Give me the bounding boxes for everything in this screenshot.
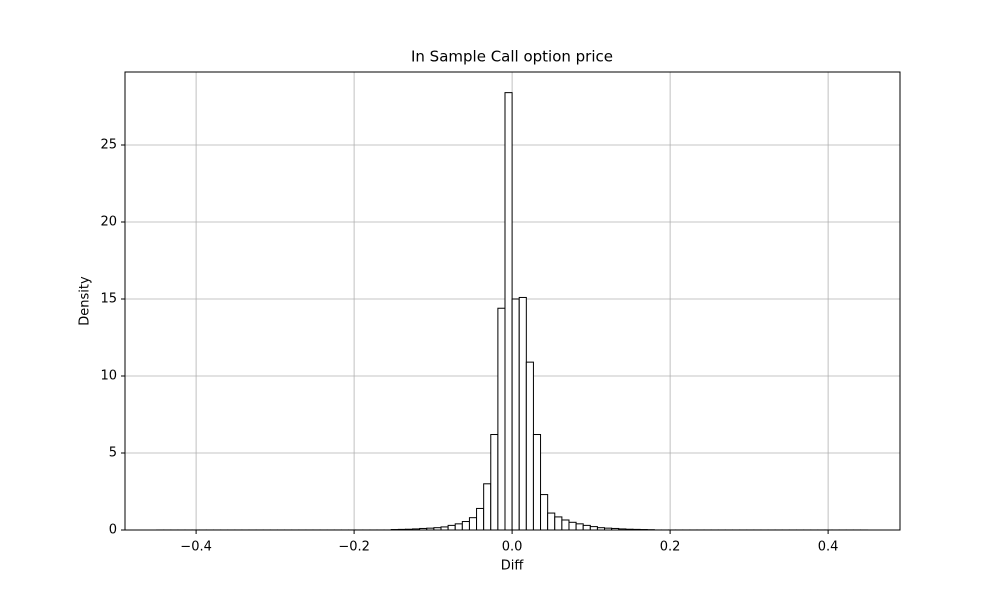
histogram-bar [476,507,485,531]
histogram-bar [454,523,463,531]
y-tick-label: 10 [100,368,117,383]
histogram-bar [582,524,591,531]
y-tick-label: 0 [109,523,117,538]
histogram-bar [490,434,499,531]
histogram-bar [518,296,527,531]
histogram-bar [447,524,456,531]
histogram-bar [589,526,598,531]
histogram-bar [483,483,492,531]
histogram-bar [547,512,556,531]
y-tick-label: 15 [100,291,117,306]
plot-frame [124,71,901,531]
y-tick-label: 25 [100,137,117,152]
histogram-bar [568,521,577,531]
x-tick-label: 0.2 [660,540,681,555]
chart-title: In Sample Call option price [411,48,613,66]
histogram-bar [497,307,506,531]
histogram-bar [532,434,542,531]
y-tick-label: 20 [100,214,117,229]
histogram-bar [504,92,513,531]
histogram-bar [461,521,470,531]
histogram-bar [468,517,478,531]
x-tick-label: −0.2 [338,540,370,555]
histogram-bar [575,523,584,531]
y-tick-label: 5 [109,445,117,460]
x-axis-label: Diff [501,559,525,574]
x-tick-label: −0.4 [180,540,212,555]
x-tick-label: 0.4 [818,540,839,555]
histogram-bar [561,519,570,531]
x-tick-label: 0.0 [502,540,523,555]
histogram-bar [511,298,520,531]
y-axis-label: Density [78,276,93,326]
histogram-bar [540,494,549,531]
histogram-bar [554,516,563,531]
histogram-bar [525,361,534,531]
